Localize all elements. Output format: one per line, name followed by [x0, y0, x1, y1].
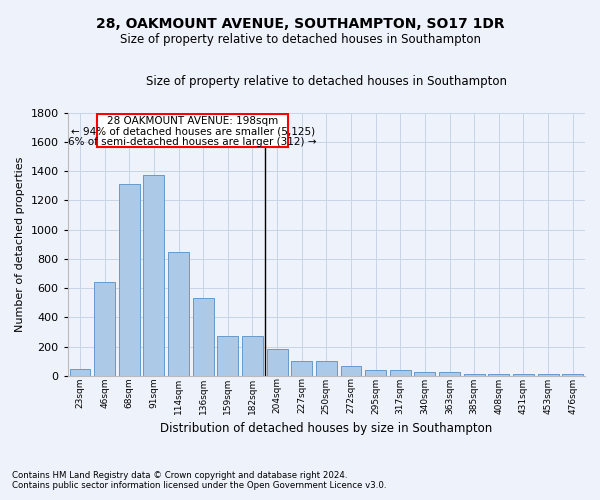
Bar	[70, 368, 91, 376]
Text: Contains public sector information licensed under the Open Government Licence v3: Contains public sector information licen…	[12, 481, 386, 490]
Bar	[415, 372, 436, 376]
Bar	[464, 374, 485, 376]
FancyBboxPatch shape	[97, 114, 288, 147]
Title: Size of property relative to detached houses in Southampton: Size of property relative to detached ho…	[146, 75, 507, 88]
Bar	[94, 282, 115, 376]
Bar	[439, 372, 460, 376]
Bar	[143, 175, 164, 376]
Bar	[193, 298, 214, 376]
Bar	[538, 374, 559, 376]
X-axis label: Distribution of detached houses by size in Southampton: Distribution of detached houses by size …	[160, 422, 493, 435]
Bar	[365, 370, 386, 376]
Bar	[119, 184, 140, 376]
Bar	[266, 349, 287, 376]
Text: 28, OAKMOUNT AVENUE, SOUTHAMPTON, SO17 1DR: 28, OAKMOUNT AVENUE, SOUTHAMPTON, SO17 1…	[95, 18, 505, 32]
Bar	[341, 366, 361, 376]
Bar	[562, 374, 583, 376]
Text: ← 94% of detached houses are smaller (5,125): ← 94% of detached houses are smaller (5,…	[71, 126, 315, 136]
Bar	[513, 374, 534, 376]
Text: 6% of semi-detached houses are larger (312) →: 6% of semi-detached houses are larger (3…	[68, 137, 317, 147]
Text: Contains HM Land Registry data © Crown copyright and database right 2024.: Contains HM Land Registry data © Crown c…	[12, 471, 347, 480]
Bar	[316, 360, 337, 376]
Y-axis label: Number of detached properties: Number of detached properties	[15, 156, 25, 332]
Bar	[242, 336, 263, 376]
Bar	[168, 252, 189, 376]
Bar	[291, 360, 312, 376]
Bar	[488, 374, 509, 376]
Text: 28 OAKMOUNT AVENUE: 198sqm: 28 OAKMOUNT AVENUE: 198sqm	[107, 116, 278, 126]
Bar	[217, 336, 238, 376]
Text: Size of property relative to detached houses in Southampton: Size of property relative to detached ho…	[119, 32, 481, 46]
Bar	[390, 370, 411, 376]
